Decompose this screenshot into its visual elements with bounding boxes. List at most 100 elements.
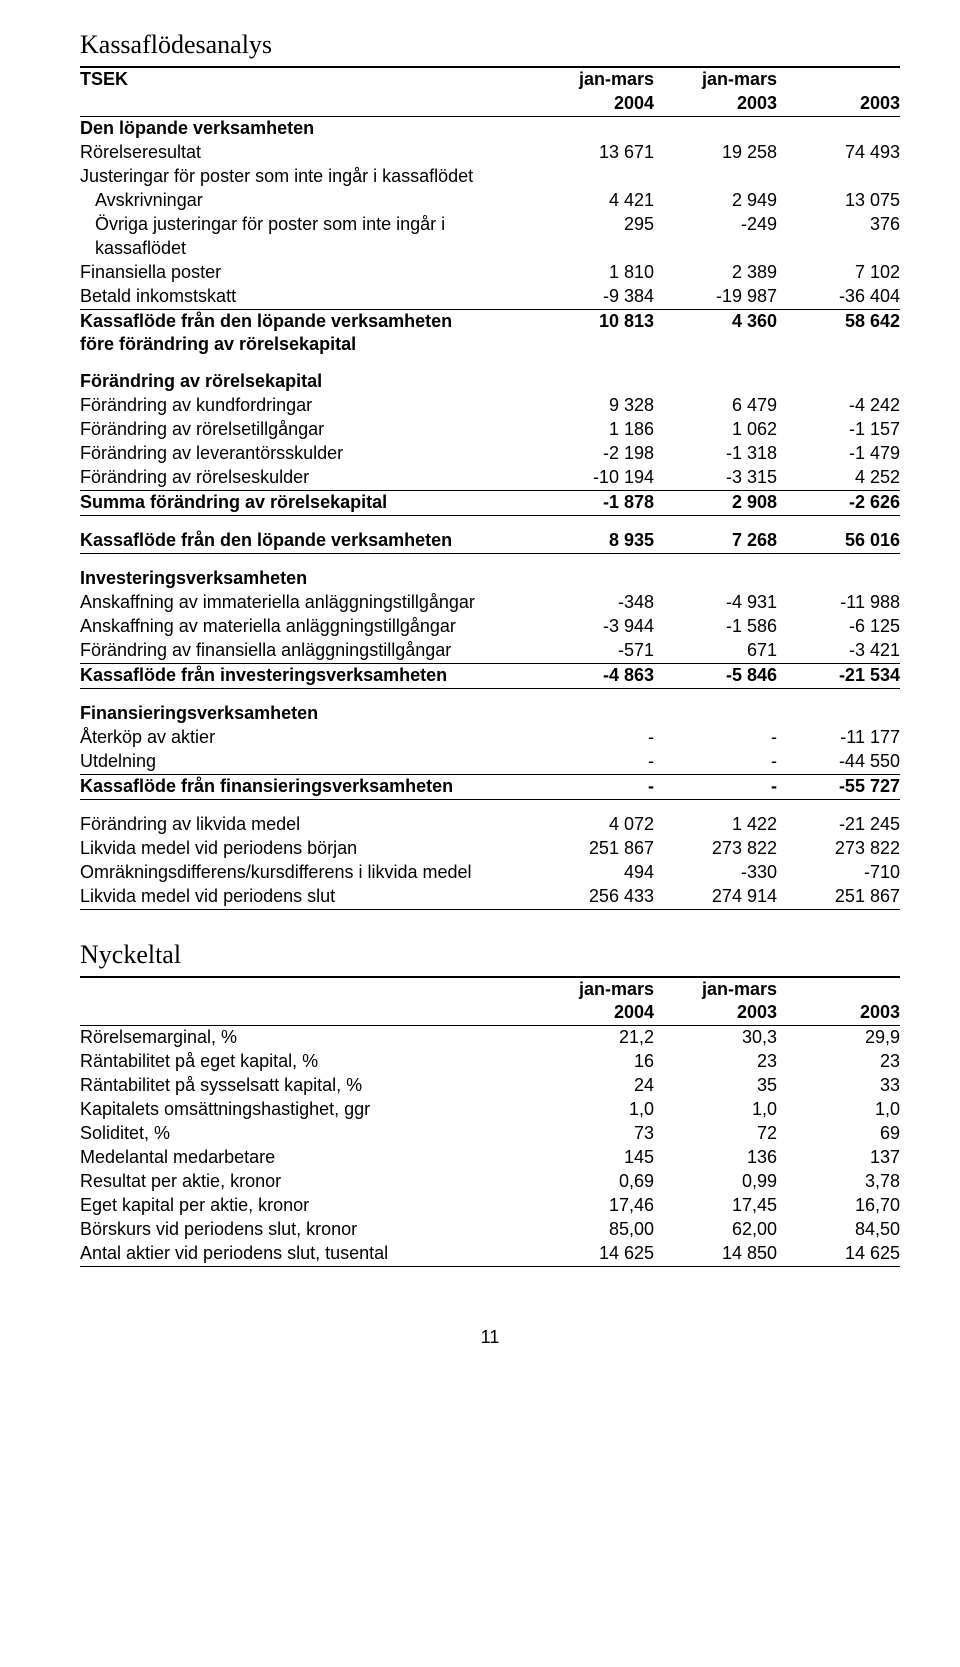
table-cell: -1 586	[654, 615, 777, 639]
table-cell: Likvida medel vid periodens början	[80, 837, 531, 861]
table-cell: -3 315	[654, 466, 777, 490]
table-cell: -5 846	[654, 663, 777, 688]
table-cell: 671	[654, 639, 777, 663]
table-cell: 17,46	[531, 1194, 654, 1218]
table-cell: Soliditet, %	[80, 1122, 531, 1146]
table-cell: Omräkningsdifferens/kursdifferens i likv…	[80, 861, 531, 885]
table-cell: Förändring av rörelseskulder	[80, 466, 531, 490]
table-cell	[777, 165, 900, 189]
table-cell: 74 493	[777, 141, 900, 165]
table-cell: 14 625	[531, 1242, 654, 1266]
table-cell: -55 727	[777, 774, 900, 799]
table-cell: 33	[777, 1074, 900, 1098]
table-cell: -	[531, 726, 654, 750]
table-cell	[654, 333, 777, 357]
table-cell: Förändring av rörelsekapital	[80, 357, 531, 394]
col-year1: 2004	[531, 1001, 654, 1025]
col-period2: jan-mars	[654, 977, 777, 1002]
table-cell	[654, 116, 777, 140]
table-cell: 73	[531, 1122, 654, 1146]
table-cell: 3,78	[777, 1170, 900, 1194]
table-cell: 6 479	[654, 394, 777, 418]
table-cell: 273 822	[777, 837, 900, 861]
table-cell: Utdelning	[80, 750, 531, 774]
table-cell: Börskurs vid periodens slut, kronor	[80, 1218, 531, 1242]
col-label	[80, 977, 531, 1002]
table-cell: Betald inkomstskatt	[80, 285, 531, 309]
table-cell	[777, 357, 900, 394]
col-period3	[777, 67, 900, 92]
table-cell: 0,69	[531, 1170, 654, 1194]
table-cell: 24	[531, 1074, 654, 1098]
table-cell	[531, 116, 654, 140]
table-cell: Kassaflöde från investeringsverksamheten	[80, 663, 531, 688]
section-title-cashflow: Kassaflödesanalys	[80, 30, 900, 60]
table-cell: 1,0	[777, 1098, 900, 1122]
table-cell: 4 072	[531, 799, 654, 836]
table-cell: 7 102	[777, 261, 900, 285]
table-cell: 251 867	[531, 837, 654, 861]
table-cell: -11 988	[777, 591, 900, 615]
table-cell: Anskaffning av materiella anläggningstil…	[80, 615, 531, 639]
table-cell: 10 813	[531, 309, 654, 333]
table-cell: 30,3	[654, 1026, 777, 1050]
table-cell: -44 550	[777, 750, 900, 774]
table-cell: Återköp av aktier	[80, 726, 531, 750]
table-cell: Summa förändring av rörelsekapital	[80, 491, 531, 516]
table-cell: 4 360	[654, 309, 777, 333]
col-year3: 2003	[777, 92, 900, 116]
table-cell: 2 908	[654, 491, 777, 516]
table-cell: 84,50	[777, 1218, 900, 1242]
table-cell: 16	[531, 1050, 654, 1074]
table-cell: 29,9	[777, 1026, 900, 1050]
table-cell: 4 252	[777, 466, 900, 490]
table-cell: kassaflödet	[80, 237, 531, 261]
col-label	[80, 92, 531, 116]
table-cell: 1,0	[654, 1098, 777, 1122]
table-cell: -9 384	[531, 285, 654, 309]
table-cell: 14 850	[654, 1242, 777, 1266]
table-cell	[777, 237, 900, 261]
table-cell: 8 935	[531, 516, 654, 554]
table-cell: Resultat per aktie, kronor	[80, 1170, 531, 1194]
table-cell: Kassaflöde från den löpande verksamheten	[80, 516, 531, 554]
table-cell: -36 404	[777, 285, 900, 309]
table-cell: 1 810	[531, 261, 654, 285]
col-label	[80, 1001, 531, 1025]
table-cell: Likvida medel vid periodens slut	[80, 885, 531, 909]
col-period1: jan-mars	[531, 977, 654, 1002]
table-cell: 256 433	[531, 885, 654, 909]
table-cell: 295	[531, 213, 654, 237]
col-year3: 2003	[777, 1001, 900, 1025]
table-cell	[531, 333, 654, 357]
page-number: 11	[80, 1327, 900, 1348]
table-cell: -1 878	[531, 491, 654, 516]
table-cell	[531, 165, 654, 189]
table-cell: -	[531, 774, 654, 799]
table-cell: Eget kapital per aktie, kronor	[80, 1194, 531, 1218]
table-cell: 16,70	[777, 1194, 900, 1218]
table-cell	[531, 357, 654, 394]
table-cell	[531, 554, 654, 591]
table-cell: -10 194	[531, 466, 654, 490]
table-cell: -4 242	[777, 394, 900, 418]
col-label: TSEK	[80, 67, 531, 92]
table-cell: 2 389	[654, 261, 777, 285]
table-cell: Rörelsemarginal, %	[80, 1026, 531, 1050]
table-cell: Förändring av likvida medel	[80, 799, 531, 836]
table-cell: 85,00	[531, 1218, 654, 1242]
table-cell: Kapitalets omsättningshastighet, ggr	[80, 1098, 531, 1122]
table-cell: 62,00	[654, 1218, 777, 1242]
table-cell: -21 534	[777, 663, 900, 688]
table-cell: 35	[654, 1074, 777, 1098]
table-cell	[777, 116, 900, 140]
table-cell: -21 245	[777, 799, 900, 836]
table-cell: -	[531, 750, 654, 774]
table-cell: Kassaflöde från den löpande verksamheten	[80, 309, 531, 333]
table-cell: 14 625	[777, 1242, 900, 1266]
table-cell: -1 318	[654, 442, 777, 466]
table-cell: -4 863	[531, 663, 654, 688]
table-cell	[654, 357, 777, 394]
table-cell: Medelantal medarbetare	[80, 1146, 531, 1170]
table-cell: 494	[531, 861, 654, 885]
